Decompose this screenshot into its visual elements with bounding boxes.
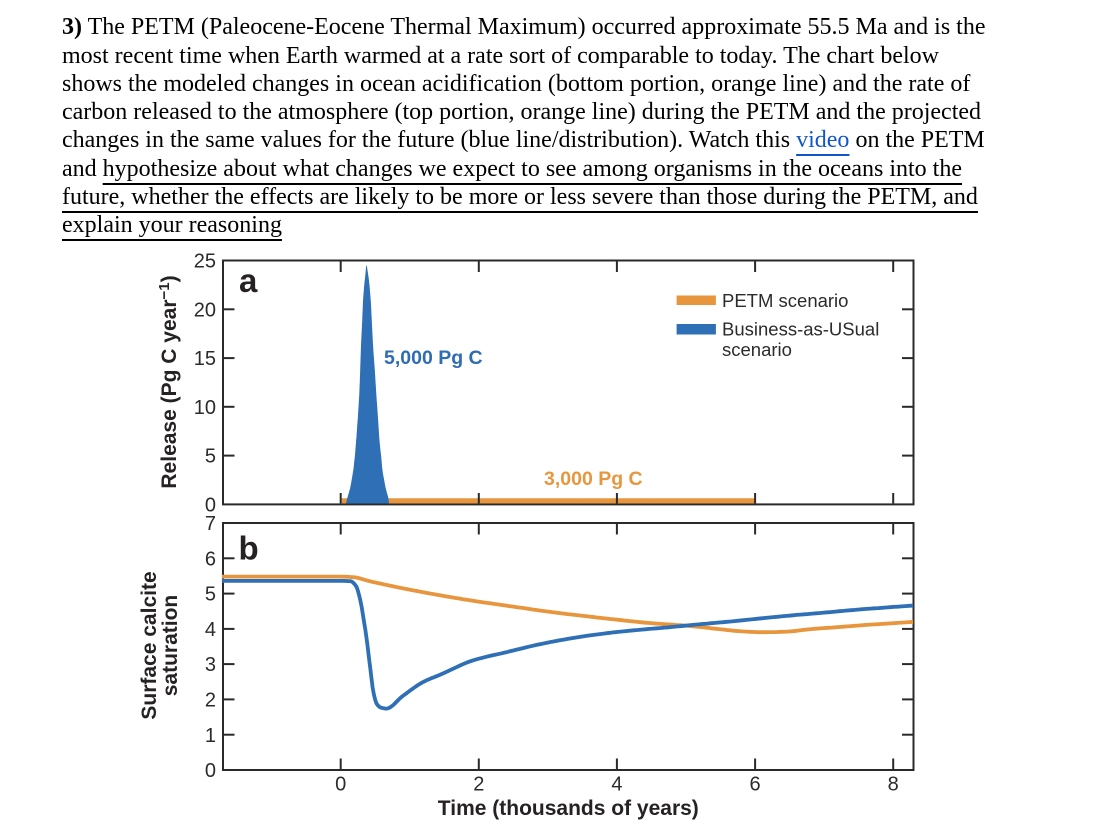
svg-text:6: 6 [750,774,761,796]
svg-text:5: 5 [205,446,216,468]
svg-text:5,000 Pg C: 5,000 Pg C [384,347,483,369]
svg-text:Business-as-USual: Business-as-USual [722,319,879,340]
svg-text:b: b [239,530,259,567]
svg-text:1: 1 [205,725,216,747]
svg-text:saturation: saturation [159,595,182,697]
svg-text:5: 5 [205,584,216,606]
svg-text:Time (thousands of years): Time (thousands of years) [438,797,699,820]
svg-text:scenario: scenario [722,339,792,360]
svg-text:3: 3 [205,654,216,676]
svg-text:3,000 Pg C: 3,000 Pg C [544,468,643,490]
svg-text:7: 7 [205,513,216,535]
svg-text:4: 4 [611,774,622,796]
svg-text:8: 8 [888,774,899,796]
svg-text:20: 20 [194,299,216,321]
svg-text:2: 2 [473,774,484,796]
svg-text:Release (Pg C year−1): Release (Pg C year−1) [156,275,181,488]
svg-text:0: 0 [205,760,216,782]
svg-text:0: 0 [335,774,346,796]
svg-text:0: 0 [205,495,216,517]
svg-text:4: 4 [205,619,216,641]
svg-text:PETM scenario: PETM scenario [722,290,848,311]
svg-text:6: 6 [205,548,216,570]
svg-text:15: 15 [194,348,216,370]
svg-text:a: a [239,262,258,299]
svg-text:10: 10 [194,397,216,419]
svg-text:25: 25 [194,251,216,273]
svg-text:Surface calcite: Surface calcite [138,571,161,719]
svg-text:2: 2 [205,690,216,712]
